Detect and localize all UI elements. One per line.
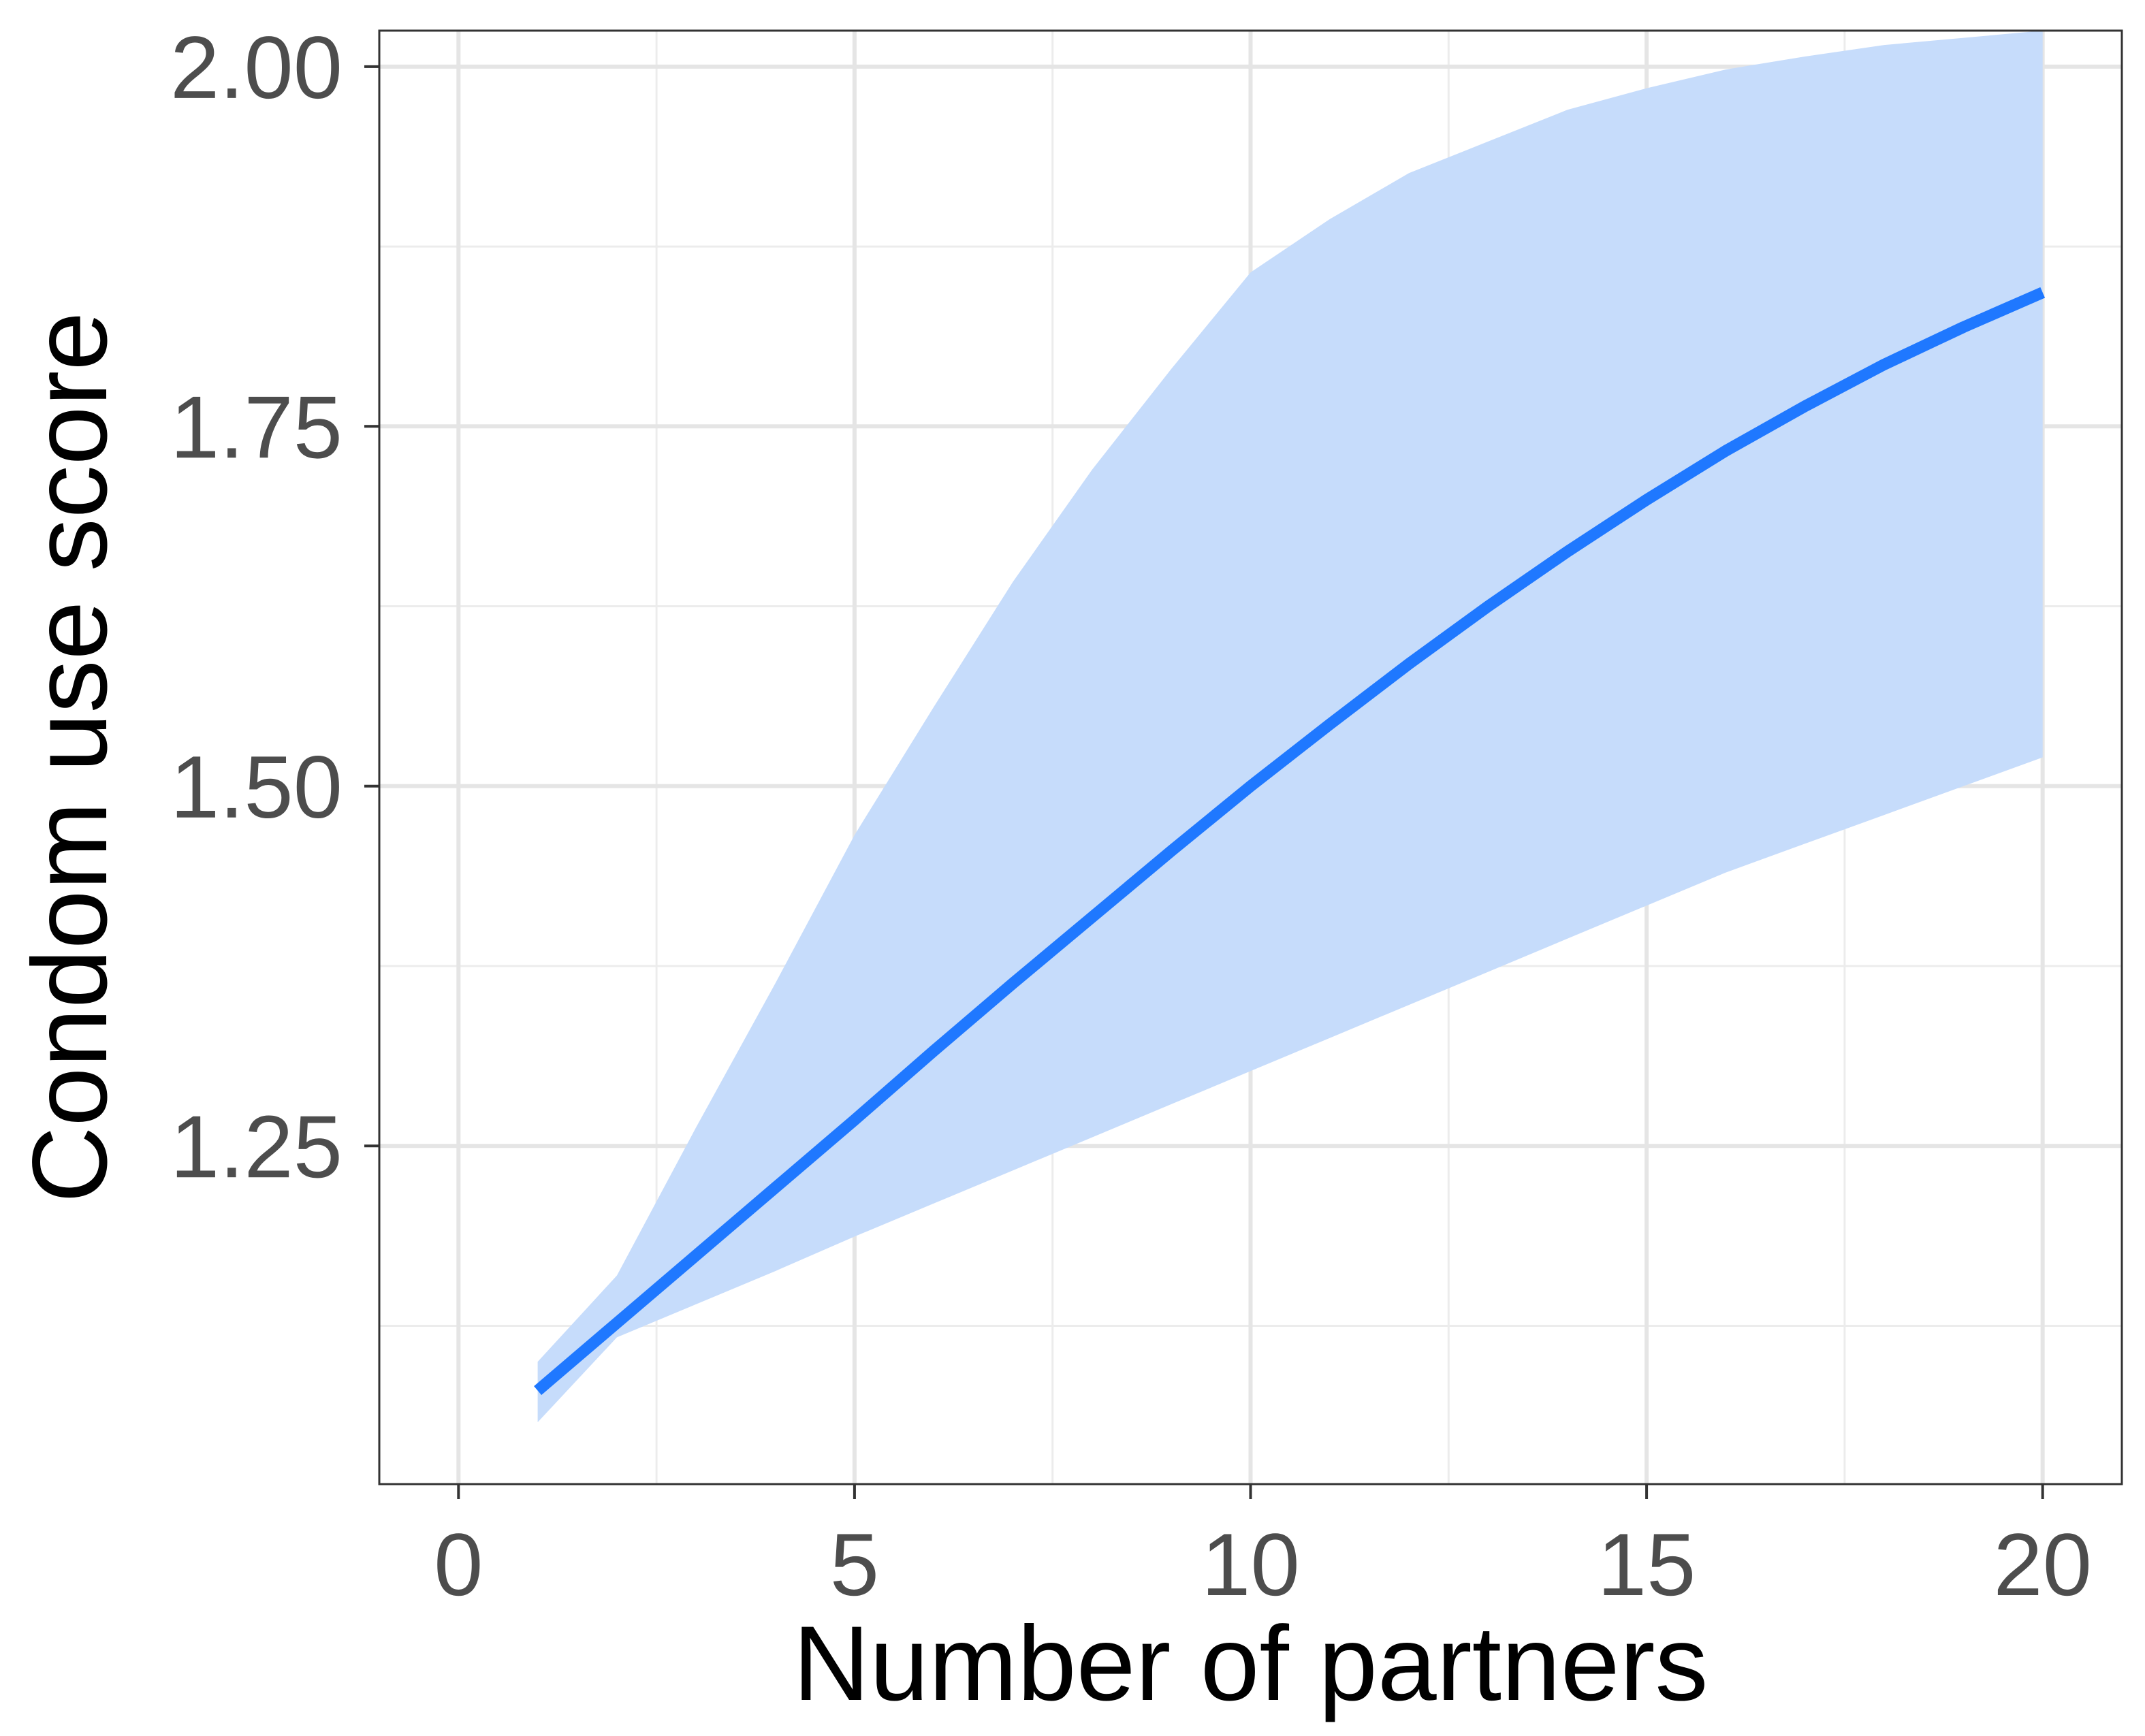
- x-tick-label: 10: [1201, 1515, 1300, 1614]
- y-tick-label: 2.00: [170, 18, 343, 117]
- y-axis-title: Condom use score: [11, 312, 129, 1203]
- y-tick-label: 1.50: [170, 737, 343, 837]
- x-tick-label: 5: [830, 1515, 879, 1614]
- y-tick-label: 1.75: [170, 377, 343, 477]
- x-tick-label: 20: [1993, 1515, 2092, 1614]
- y-axis-ticks: 1.25 1.50 1.75 2.00: [170, 18, 379, 1196]
- x-tick-label: 15: [1598, 1515, 1696, 1614]
- y-tick-label: 1.25: [170, 1097, 343, 1196]
- fitted-line: [534, 287, 2046, 1396]
- x-tick-label: 0: [434, 1515, 483, 1614]
- x-axis-title: Number of partners: [793, 1605, 1709, 1723]
- x-axis-ticks: 0 5 10 15 20: [434, 1484, 2092, 1614]
- line-layer: [534, 287, 2046, 1396]
